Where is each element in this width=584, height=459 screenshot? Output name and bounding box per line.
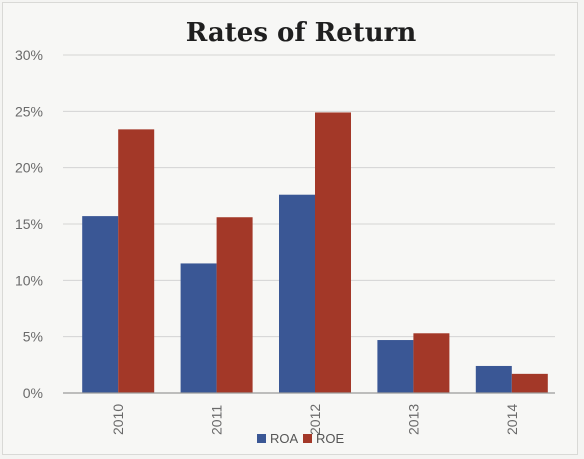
bar-roe-2012	[315, 112, 351, 394]
bar-roa-2011	[180, 263, 217, 393]
bar-chart: 0%5%10%15%20%25%30%2010 2011 2012 2013 2014 …	[15, 18, 555, 446]
legend: ROA ROE	[257, 431, 345, 446]
bar-roa-2014	[475, 365, 512, 393]
bar-roe-2011	[216, 217, 253, 393]
y-tick-label: 10%	[15, 272, 43, 288]
y-tick-label: 30%	[15, 47, 43, 63]
x-tick-label: 2012	[307, 404, 323, 435]
legend-swatch-roa	[257, 434, 266, 443]
legend-swatch-roe	[303, 434, 312, 443]
x-tick-label: 2011	[209, 405, 225, 435]
bar-roe-2010	[118, 129, 155, 394]
bar-roa-2012	[279, 194, 315, 393]
bar-roa-2010	[82, 216, 119, 393]
bar-roe-2014	[511, 373, 548, 393]
y-tick-label: 5%	[23, 329, 43, 345]
y-tick-label: 0%	[23, 385, 43, 401]
axes: 0% 5% 10% 15% 20% 25% 30% 2010 2011 2012 2013 2014	[15, 47, 555, 435]
x-tick-label: 2014	[504, 404, 520, 435]
chart-title: Rates of Return	[186, 18, 417, 48]
x-tick-label: 2010	[110, 404, 126, 435]
y-tick-label: 20%	[15, 160, 43, 176]
bar-roe-2013	[413, 333, 450, 393]
x-tick-label: 2013	[405, 404, 421, 435]
legend-label-roe: ROE	[316, 431, 345, 446]
y-tick-label: 25%	[15, 103, 43, 119]
y-tick-label: 15%	[15, 216, 43, 232]
legend-label-roa: ROA	[270, 431, 299, 446]
bars	[82, 112, 548, 394]
bar-roa-2013	[377, 340, 414, 393]
chart-frame: 0% 5% 10% 15% 20% 25% 30% 2010 2011 2012 2013 2014 …	[2, 2, 578, 455]
